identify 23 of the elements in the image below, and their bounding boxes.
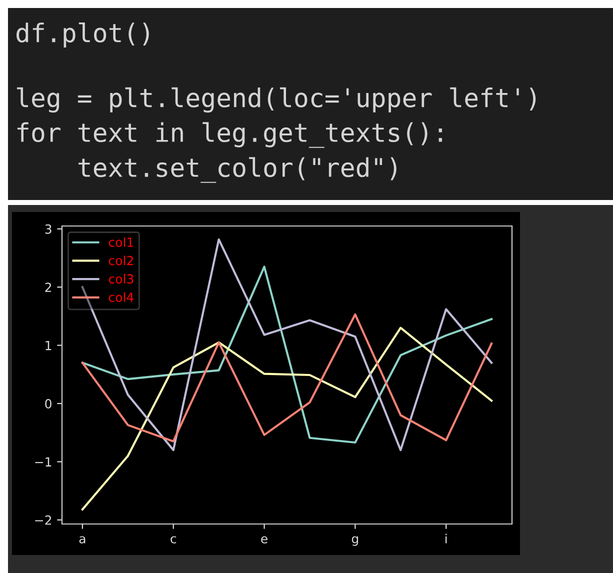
y-tick-label: −1 [35,457,52,466]
text: df.plot() [16,22,149,48]
y-tick-label: −2 [35,515,52,525]
x-tick-label: c [170,536,176,544]
y-tick-label: 0 [45,398,52,408]
text: leg = plt.legend(loc='upper left') [17,87,536,113]
x-tick-label: e [261,536,268,544]
line-series [81,326,493,510]
text: for text in leg.get_texts(): [17,122,442,148]
line-series [81,266,493,444]
line-series [81,238,493,452]
x-tick-label: a [79,536,86,544]
legend-label: col2 [108,256,133,266]
x-tick-label: g [352,536,358,546]
legend-label: col3 [108,274,134,284]
line-series [81,313,493,442]
text: text.set_color("red") [78,157,396,183]
x-tick-label: i [446,534,447,544]
legend-label: col1 [108,237,134,247]
y-tick-label: 3 [45,224,52,234]
legend-label: col4 [108,292,134,302]
y-tick-label: 2 [45,282,52,292]
y-tick-label: 1 [46,340,52,350]
